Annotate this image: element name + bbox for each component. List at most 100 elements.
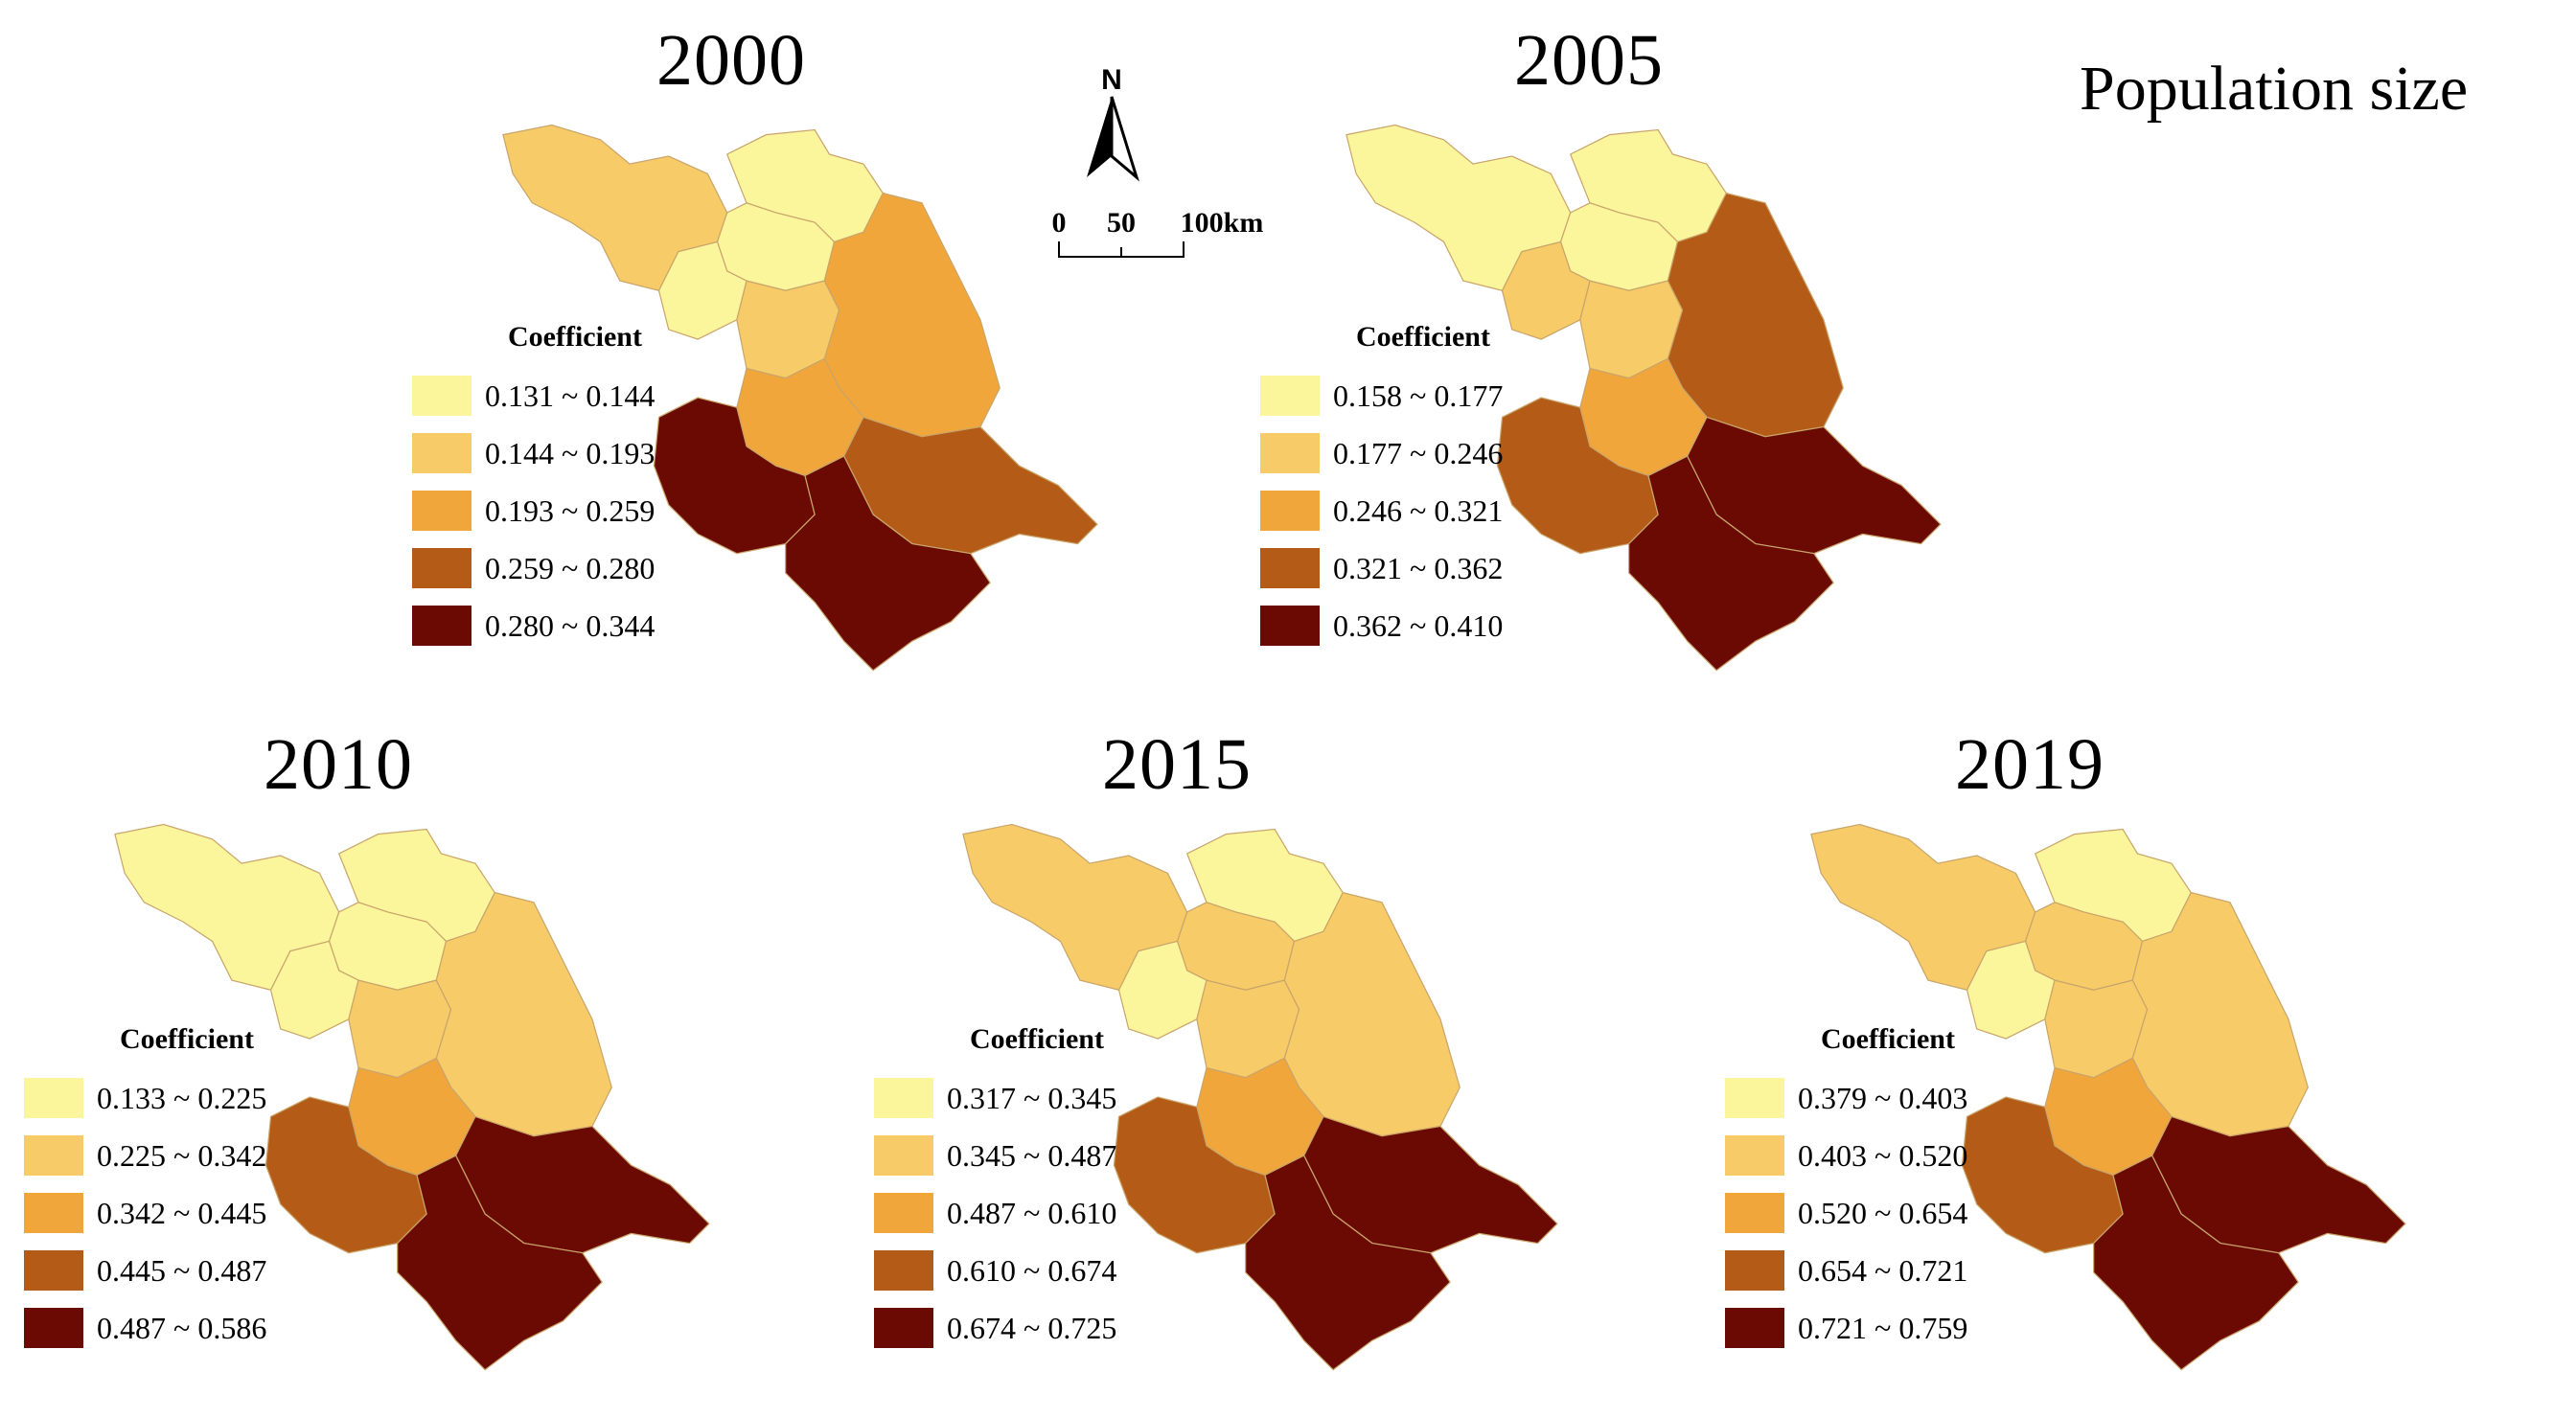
legend-item: 0.246 ~ 0.321	[1260, 482, 1503, 539]
map-region-9	[1628, 455, 1834, 672]
legend-label: 0.144 ~ 0.193	[485, 435, 656, 470]
legend-label: 0.246 ~ 0.321	[1333, 492, 1504, 528]
map-region-9	[1245, 1155, 1451, 1371]
legend-item: 0.131 ~ 0.144	[412, 367, 655, 424]
legend-item: 0.144 ~ 0.193	[412, 424, 655, 482]
legend-item: 0.610 ~ 0.674	[874, 1242, 1116, 1299]
legend-swatch	[24, 1193, 83, 1233]
map-region-9	[2093, 1155, 2299, 1371]
legend-swatch	[412, 433, 472, 473]
map-region-9	[785, 455, 991, 672]
legend-3: Coefficient 0.317 ~ 0.345 0.345 ~ 0.487 0.4…	[874, 1023, 1116, 1357]
legend-item: 0.225 ~ 0.342	[24, 1127, 266, 1184]
legend-label: 0.131 ~ 0.144	[485, 377, 656, 413]
legend-label: 0.317 ~ 0.345	[947, 1080, 1117, 1115]
legend-swatch	[24, 1250, 83, 1291]
year-label-0: 2000	[656, 20, 806, 101]
legend-item: 0.317 ~ 0.345	[874, 1069, 1116, 1127]
legend-title: Coefficient	[1356, 321, 1490, 353]
legend-swatch	[1260, 433, 1320, 473]
legend-swatch	[1260, 606, 1320, 646]
legend-swatch	[412, 491, 472, 531]
legend-title: Coefficient	[508, 321, 642, 353]
legend-swatch	[24, 1308, 83, 1348]
legend-item: 0.721 ~ 0.759	[1725, 1299, 1967, 1357]
legend-title: Coefficient	[1821, 1023, 1955, 1055]
legend-swatch	[1725, 1078, 1784, 1118]
legend-label: 0.721 ~ 0.759	[1798, 1310, 1968, 1345]
legend-label: 0.345 ~ 0.487	[947, 1137, 1117, 1173]
year-label-2: 2010	[264, 724, 413, 805]
legend-item: 0.362 ~ 0.410	[1260, 597, 1503, 654]
scale-label-0: 0	[1052, 207, 1067, 239]
legend-label: 0.321 ~ 0.362	[1333, 550, 1504, 585]
legend-label: 0.193 ~ 0.259	[485, 492, 656, 528]
scale-bar: 0 50 100km	[1052, 207, 1264, 258]
legend-1: Coefficient 0.158 ~ 0.177 0.177 ~ 0.246 0.2…	[1260, 321, 1503, 654]
legend-swatch	[412, 606, 472, 646]
legend-2: Coefficient 0.133 ~ 0.225 0.225 ~ 0.342 0.3…	[24, 1023, 266, 1357]
legend-swatch	[1260, 376, 1320, 416]
legend-swatch	[1725, 1135, 1784, 1176]
legend-label: 0.177 ~ 0.246	[1333, 435, 1504, 470]
legend-label: 0.133 ~ 0.225	[97, 1080, 267, 1115]
legend-item: 0.177 ~ 0.246	[1260, 424, 1503, 482]
legend-title: Coefficient	[120, 1023, 254, 1055]
north-label: N	[1101, 64, 1122, 96]
legend-item: 0.487 ~ 0.586	[24, 1299, 266, 1357]
legend-swatch	[874, 1193, 933, 1233]
legend-swatch	[874, 1078, 933, 1118]
legend-item: 0.487 ~ 0.610	[874, 1184, 1116, 1242]
legend-item: 0.321 ~ 0.362	[1260, 539, 1503, 597]
legend-item: 0.345 ~ 0.487	[874, 1127, 1116, 1184]
legend-swatch	[874, 1308, 933, 1348]
legend-swatch	[24, 1078, 83, 1118]
legend-item: 0.674 ~ 0.725	[874, 1299, 1116, 1357]
legend-label: 0.362 ~ 0.410	[1333, 607, 1504, 643]
legend-swatch	[412, 548, 472, 588]
choropleth-map-0	[502, 124, 1098, 672]
legend-label: 0.280 ~ 0.344	[485, 607, 656, 643]
legend-label: 0.487 ~ 0.586	[97, 1310, 267, 1345]
legend-label: 0.674 ~ 0.725	[947, 1310, 1117, 1345]
legend-swatch	[1725, 1193, 1784, 1233]
scale-label-100: 100km	[1181, 207, 1264, 239]
north-arrow-icon: N	[1087, 64, 1139, 182]
choropleth-map-3	[962, 823, 1558, 1371]
legend-swatch	[1260, 548, 1320, 588]
map-title: Population size	[2080, 54, 2469, 124]
legend-swatch	[412, 376, 472, 416]
legend-label: 0.342 ~ 0.445	[97, 1195, 267, 1230]
legend-4: Coefficient 0.379 ~ 0.403 0.403 ~ 0.520 0.5…	[1725, 1023, 1967, 1357]
legend-swatch	[1725, 1308, 1784, 1348]
legend-label: 0.379 ~ 0.403	[1798, 1080, 1968, 1115]
year-label-1: 2005	[1514, 20, 1664, 101]
legend-label: 0.654 ~ 0.721	[1798, 1252, 1968, 1288]
choropleth-map-1	[1346, 124, 1942, 672]
legend-item: 0.403 ~ 0.520	[1725, 1127, 1967, 1184]
legend-item: 0.280 ~ 0.344	[412, 597, 655, 654]
legend-label: 0.610 ~ 0.674	[947, 1252, 1117, 1288]
legend-item: 0.520 ~ 0.654	[1725, 1184, 1967, 1242]
legend-swatch	[874, 1250, 933, 1291]
legend-label: 0.403 ~ 0.520	[1798, 1137, 1968, 1173]
year-label-3: 2015	[1102, 724, 1252, 805]
scale-label-50: 50	[1107, 207, 1136, 239]
legend-label: 0.259 ~ 0.280	[485, 550, 656, 585]
legend-swatch	[24, 1135, 83, 1176]
legend-item: 0.193 ~ 0.259	[412, 482, 655, 539]
legend-0: Coefficient 0.131 ~ 0.144 0.144 ~ 0.193 0.1…	[412, 321, 655, 654]
legend-label: 0.487 ~ 0.610	[947, 1195, 1117, 1230]
legend-label: 0.520 ~ 0.654	[1798, 1195, 1968, 1230]
legend-label: 0.445 ~ 0.487	[97, 1252, 267, 1288]
year-label-4: 2019	[1955, 724, 2104, 805]
legend-swatch	[1260, 491, 1320, 531]
legend-item: 0.342 ~ 0.445	[24, 1184, 266, 1242]
legend-item: 0.654 ~ 0.721	[1725, 1242, 1967, 1299]
legend-swatch	[874, 1135, 933, 1176]
legend-label: 0.158 ~ 0.177	[1333, 377, 1504, 413]
legend-title: Coefficient	[970, 1023, 1104, 1055]
legend-item: 0.133 ~ 0.225	[24, 1069, 266, 1127]
legend-item: 0.259 ~ 0.280	[412, 539, 655, 597]
legend-item: 0.445 ~ 0.487	[24, 1242, 266, 1299]
